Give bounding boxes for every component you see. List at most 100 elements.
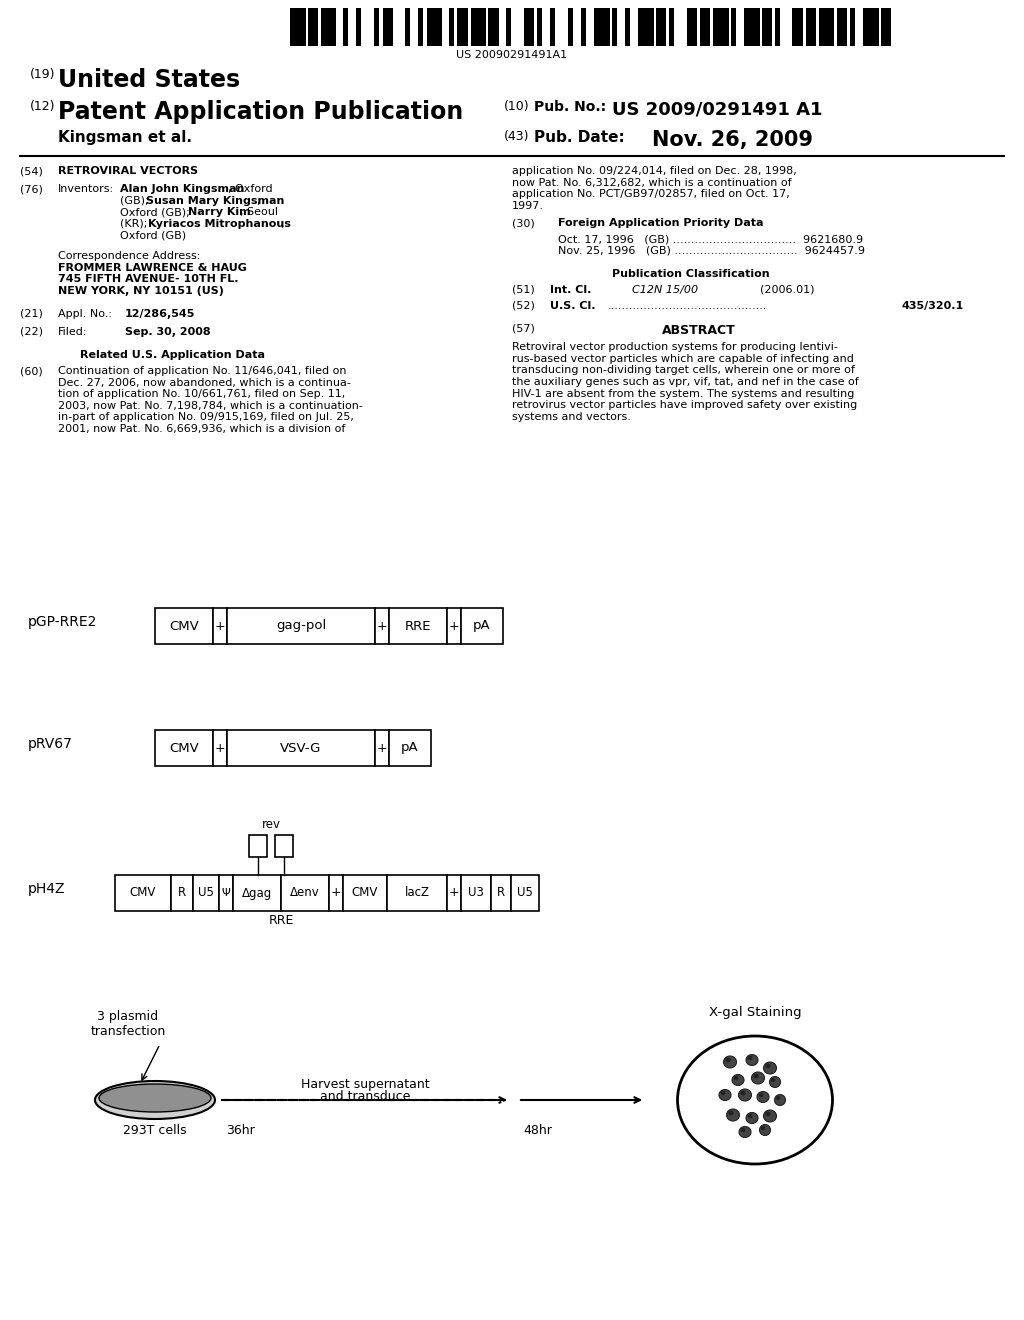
Text: Oxford (GB): Oxford (GB) xyxy=(120,231,186,240)
Text: Inventors:: Inventors: xyxy=(58,185,114,194)
Ellipse shape xyxy=(769,1077,780,1088)
Text: Retroviral vector production systems for producing lentivi-
rus-based vector par: Retroviral vector production systems for… xyxy=(512,342,859,422)
Text: R: R xyxy=(178,887,186,899)
Bar xyxy=(625,8,630,46)
Ellipse shape xyxy=(738,1089,752,1101)
Bar xyxy=(881,8,891,46)
Text: 48hr: 48hr xyxy=(523,1125,552,1137)
Bar xyxy=(655,8,667,46)
Text: Δgag: Δgag xyxy=(242,887,272,899)
Bar xyxy=(343,8,348,46)
Text: Foreign Application Priority Data: Foreign Application Priority Data xyxy=(558,218,764,228)
Text: +: + xyxy=(331,887,341,899)
Ellipse shape xyxy=(761,1126,765,1130)
Text: Ψ: Ψ xyxy=(221,888,230,898)
Bar xyxy=(375,609,389,644)
Bar xyxy=(581,8,586,46)
Text: CMV: CMV xyxy=(130,887,157,899)
Text: Patent Application Publication: Patent Application Publication xyxy=(58,100,463,124)
Ellipse shape xyxy=(771,1078,775,1082)
Text: 3 plasmid
transfection: 3 plasmid transfection xyxy=(90,1010,166,1038)
Text: pGP-RRE2: pGP-RRE2 xyxy=(28,615,97,630)
Ellipse shape xyxy=(678,1036,833,1164)
Bar xyxy=(356,8,361,46)
Bar xyxy=(290,8,305,46)
Text: 12/286,545: 12/286,545 xyxy=(125,309,196,318)
Bar xyxy=(449,8,454,46)
Text: ,: , xyxy=(280,219,284,228)
Text: U.S. Cl.: U.S. Cl. xyxy=(550,301,596,310)
Bar xyxy=(213,730,227,766)
Text: rev: rev xyxy=(261,818,281,832)
Bar xyxy=(307,8,318,46)
Text: X-gal Staining: X-gal Staining xyxy=(709,1006,802,1019)
Text: Alan John Kingsman: Alan John Kingsman xyxy=(120,185,245,194)
Text: lacZ: lacZ xyxy=(404,887,429,899)
Text: ABSTRACT: ABSTRACT xyxy=(662,323,736,337)
Text: (52): (52) xyxy=(512,301,535,310)
Bar xyxy=(850,8,855,46)
Text: 435/320.1: 435/320.1 xyxy=(902,301,965,310)
Text: Filed:: Filed: xyxy=(58,327,87,337)
Bar xyxy=(427,8,442,46)
Ellipse shape xyxy=(774,1094,785,1106)
Text: Correspondence Address:: Correspondence Address: xyxy=(58,251,201,261)
Text: application No. 09/224,014, filed on Dec. 28, 1998,
now Pat. No. 6,312,682, whic: application No. 09/224,014, filed on Dec… xyxy=(512,166,797,211)
Text: U5: U5 xyxy=(198,887,214,899)
Text: (2006.01): (2006.01) xyxy=(760,285,814,294)
Bar xyxy=(638,8,653,46)
Ellipse shape xyxy=(765,1064,771,1068)
Text: US 20090291491A1: US 20090291491A1 xyxy=(457,50,567,59)
Text: Sep. 30, 2008: Sep. 30, 2008 xyxy=(125,327,211,337)
Text: Related U.S. Application Data: Related U.S. Application Data xyxy=(80,350,265,360)
Ellipse shape xyxy=(740,1127,745,1133)
Bar xyxy=(806,8,816,46)
Bar xyxy=(389,609,447,644)
Bar xyxy=(227,609,375,644)
Text: +: + xyxy=(215,742,225,755)
Bar xyxy=(490,875,511,911)
Text: Kingsman et al.: Kingsman et al. xyxy=(58,129,193,145)
Text: Kyriacos Mitrophanous: Kyriacos Mitrophanous xyxy=(148,219,291,228)
Text: +: + xyxy=(215,619,225,632)
Bar xyxy=(461,609,503,644)
Bar xyxy=(537,8,542,46)
Bar xyxy=(819,8,835,46)
Bar xyxy=(775,8,780,46)
Ellipse shape xyxy=(724,1056,736,1068)
Text: (51): (51) xyxy=(512,285,535,294)
Ellipse shape xyxy=(757,1092,769,1102)
Ellipse shape xyxy=(764,1110,776,1122)
Text: Pub. No.:: Pub. No.: xyxy=(534,100,606,114)
Text: (60): (60) xyxy=(20,366,43,376)
Text: Nov. 26, 2009: Nov. 26, 2009 xyxy=(652,129,813,150)
Text: , Oxford: , Oxford xyxy=(228,185,272,194)
Text: RRE: RRE xyxy=(268,913,294,927)
Bar xyxy=(488,8,499,46)
Bar xyxy=(863,8,879,46)
Bar xyxy=(762,8,772,46)
Bar xyxy=(171,875,193,911)
Text: ,: , xyxy=(256,195,259,206)
Text: 36hr: 36hr xyxy=(226,1125,255,1137)
Bar xyxy=(227,730,375,766)
Text: (19): (19) xyxy=(30,69,55,81)
Text: (12): (12) xyxy=(30,100,55,114)
Text: NEW YORK, NY 10151 (US): NEW YORK, NY 10151 (US) xyxy=(58,285,224,296)
Bar xyxy=(700,8,711,46)
Text: Oxford (GB);: Oxford (GB); xyxy=(120,207,194,218)
Text: R: R xyxy=(497,887,505,899)
Bar xyxy=(383,8,393,46)
Text: Int. Cl.: Int. Cl. xyxy=(550,285,592,294)
Bar xyxy=(213,609,227,644)
Text: ............................................: ........................................… xyxy=(608,301,768,310)
Text: United States: United States xyxy=(58,69,240,92)
Bar xyxy=(687,8,697,46)
Ellipse shape xyxy=(748,1056,753,1060)
Ellipse shape xyxy=(764,1063,776,1074)
Bar xyxy=(471,8,486,46)
Bar xyxy=(523,8,534,46)
Text: Harvest supernatant: Harvest supernatant xyxy=(301,1078,430,1092)
Text: (30): (30) xyxy=(512,218,535,228)
Ellipse shape xyxy=(752,1072,765,1084)
